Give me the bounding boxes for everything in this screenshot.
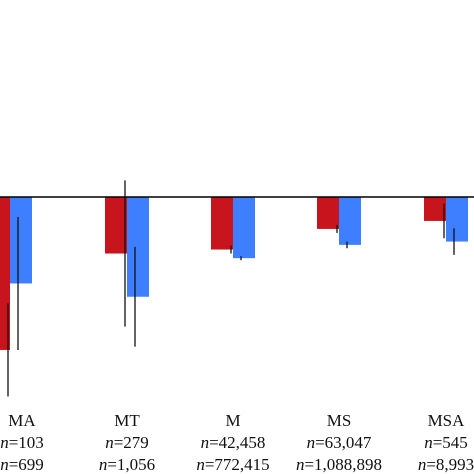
error-bars-group	[7, 180, 455, 397]
bar-ma-series-2	[10, 197, 32, 284]
category-label-ma: MA	[8, 411, 36, 430]
bar-msa-series-2	[446, 197, 468, 242]
sample-size-series-2-ms: n=1,088,898	[296, 455, 382, 474]
category-label-ms: MS	[327, 411, 352, 430]
bar-mt-series-2	[127, 197, 149, 297]
category-label-mt: MT	[114, 411, 140, 430]
bar-ma-series-1	[0, 197, 10, 350]
bar-m-series-1	[211, 197, 233, 250]
bar-ms-series-1	[317, 197, 339, 229]
sample-size-series-1-mt: n=279	[105, 433, 149, 452]
category-label-msa: MSA	[428, 411, 466, 430]
bar-msa-series-1	[424, 197, 446, 221]
sample-size-series-1-ma: n=103	[0, 433, 44, 452]
bar-mt-series-1	[105, 197, 127, 254]
category-label-m: M	[225, 411, 240, 430]
category-labels-group: MA n=103 n=699 MT n=279 n=1,056 Mn=42,458 n=772…	[0, 411, 474, 474]
sample-size-series-2-msa: n=8,993	[418, 455, 474, 474]
sample-size-series-1-ms: n=63,047	[307, 433, 372, 452]
bars-group	[0, 197, 468, 350]
sample-size-series-2-m: n=772,415	[196, 455, 269, 474]
sample-size-series-2-ma: n=699	[0, 455, 44, 474]
sample-size-series-2-mt: n=1,056	[99, 455, 155, 474]
bar-ms-series-2	[339, 197, 361, 245]
sample-size-series-1-msa: n=545	[424, 433, 468, 452]
bar-m-series-2	[233, 197, 255, 259]
sample-size-series-1-m: n=42,458	[201, 433, 266, 452]
